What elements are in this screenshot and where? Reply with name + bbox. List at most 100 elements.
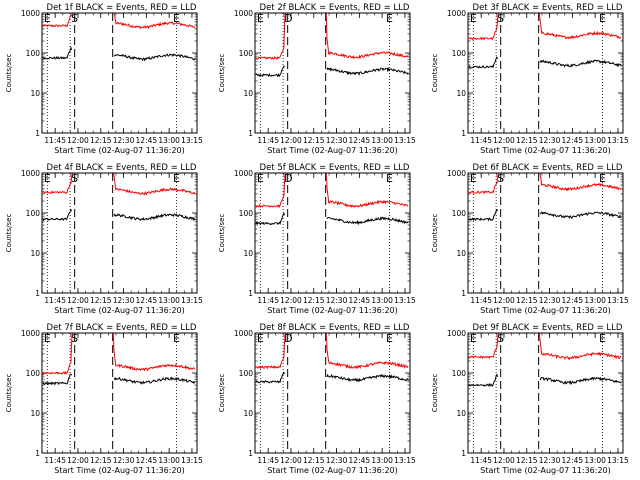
events-rate-series-pre (468, 373, 499, 388)
detector-panel: Det 5f BLACK = Events, RED = LLD Counts/s… (218, 163, 416, 315)
x-tick-label: 12:30 (539, 296, 561, 305)
slew-marker-label: D (284, 332, 292, 345)
x-tick-label: 12:45 (136, 296, 158, 305)
y-tick-label: 1000 (21, 329, 40, 338)
plot-frame (41, 172, 198, 294)
y-tick-label: 100 (239, 49, 254, 58)
y-tick-label: 10 (456, 89, 466, 98)
x-tick-label: 12:00 (67, 296, 89, 305)
x-tick-label: 13:15 (607, 136, 629, 145)
plot-frame (41, 332, 198, 454)
start-marker-label: E (44, 332, 51, 345)
start-marker-label: E (257, 12, 264, 25)
x-tick-label: 12:00 (280, 456, 302, 465)
end-marker-label: E (599, 332, 606, 345)
lld-rate-series (468, 332, 622, 361)
y-axis-label: Counts/sec (431, 54, 439, 93)
y-tick-label: 1 (248, 289, 253, 298)
start-marker-label: E (257, 172, 264, 185)
x-axis-label: Start Time (02-Aug-07 11:36:20) (267, 306, 398, 315)
panel-title: Det 6f BLACK = Events, RED = LLD (473, 163, 623, 173)
x-tick-label: 11:45 (44, 456, 66, 465)
x-tick-label: 13:15 (394, 136, 416, 145)
detector-panel: Det 9f BLACK = Events, RED = LLD Counts/s… (431, 323, 629, 475)
x-tick-label: 12:15 (516, 456, 538, 465)
y-axis-label: Counts/sec (431, 374, 439, 413)
plot-frame (467, 172, 624, 294)
x-tick-label: 13:15 (181, 136, 203, 145)
x-tick-label: 12:15 (90, 136, 112, 145)
x-tick-label: 12:45 (562, 296, 584, 305)
x-axis-label: Start Time (02-Aug-07 11:36:20) (480, 306, 611, 315)
events-rate-series-post (113, 53, 196, 62)
x-tick-label: 13:15 (607, 456, 629, 465)
start-marker-label: E (470, 172, 477, 185)
events-rate-series-post (326, 66, 409, 77)
detector-panel: Det 2f BLACK = Events, RED = LLD Counts/s… (218, 3, 416, 155)
events-rate-series-pre (468, 208, 499, 222)
x-tick-label: 12:45 (136, 136, 158, 145)
x-tick-label: 12:15 (303, 136, 325, 145)
x-tick-label: 13:00 (158, 456, 180, 465)
x-tick-label: 12:30 (113, 456, 135, 465)
x-tick-label: 12:00 (67, 136, 89, 145)
panel-title: Det 8f BLACK = Events, RED = LLD (260, 323, 410, 333)
plot-frame (467, 332, 624, 454)
detector-panel: Det 3f BLACK = Events, RED = LLD Counts/s… (431, 3, 629, 155)
x-tick-label: 11:45 (257, 456, 279, 465)
slew-marker-label: S (71, 332, 78, 345)
x-axis-label: Start Time (02-Aug-07 11:36:20) (480, 146, 611, 155)
events-rate-series-post (539, 376, 622, 386)
lld-rate-series (255, 12, 409, 60)
lld-rate-series (42, 332, 196, 375)
events-rate-series-post (539, 59, 622, 68)
panel-title: Det 2f BLACK = Events, RED = LLD (260, 3, 410, 13)
lld-rate-series (42, 172, 196, 196)
x-tick-label: 13:15 (181, 456, 203, 465)
start-marker-label: E (257, 332, 264, 345)
plot-frame (467, 12, 624, 134)
detector-panel: Det 1f BLACK = Events, RED = LLD Counts/s… (5, 3, 203, 155)
y-tick-label: 10 (30, 409, 40, 418)
x-tick-label: 12:45 (562, 136, 584, 145)
events-rate-series-post (326, 373, 409, 383)
slew-marker-label: D (284, 172, 292, 185)
end-marker-label: E (173, 332, 180, 345)
x-tick-label: 13:00 (158, 136, 180, 145)
detector-panel: Det 6f BLACK = Events, RED = LLD Counts/s… (431, 163, 629, 315)
y-tick-label: 10 (243, 89, 253, 98)
y-axis-label: Counts/sec (218, 374, 226, 413)
events-rate-series-post (113, 213, 196, 222)
x-axis-label: Start Time (02-Aug-07 11:36:20) (54, 306, 185, 315)
x-tick-label: 11:45 (44, 296, 66, 305)
events-rate-series-pre (255, 371, 286, 384)
y-tick-label: 1 (35, 289, 40, 298)
x-tick-label: 12:00 (67, 456, 89, 465)
y-tick-label: 10 (243, 249, 253, 258)
panel-title: Det 4f BLACK = Events, RED = LLD (47, 163, 197, 173)
x-tick-label: 12:15 (516, 296, 538, 305)
y-tick-label: 10 (456, 409, 466, 418)
y-tick-label: 1 (35, 129, 40, 138)
x-tick-label: 13:15 (394, 296, 416, 305)
y-tick-label: 1000 (447, 9, 466, 18)
y-axis-label: Counts/sec (5, 214, 13, 253)
x-tick-label: 12:00 (280, 136, 302, 145)
events-rate-series-pre (42, 208, 73, 222)
x-tick-label: 12:45 (349, 296, 371, 305)
y-axis-label: Counts/sec (431, 214, 439, 253)
events-rate-series-pre (255, 212, 286, 226)
end-marker-label: E (386, 332, 393, 345)
x-axis-label: Start Time (02-Aug-07 11:36:20) (54, 466, 185, 475)
y-tick-label: 100 (452, 369, 467, 378)
x-tick-label: 11:45 (470, 296, 492, 305)
start-marker-label: E (470, 332, 477, 345)
x-tick-label: 11:45 (257, 136, 279, 145)
slew-marker-label: S (71, 172, 78, 185)
x-tick-label: 13:00 (584, 136, 606, 145)
slew-marker-label: S (497, 332, 504, 345)
events-rate-series-pre (468, 56, 499, 69)
y-tick-label: 10 (30, 249, 40, 258)
x-tick-label: 13:15 (181, 296, 203, 305)
